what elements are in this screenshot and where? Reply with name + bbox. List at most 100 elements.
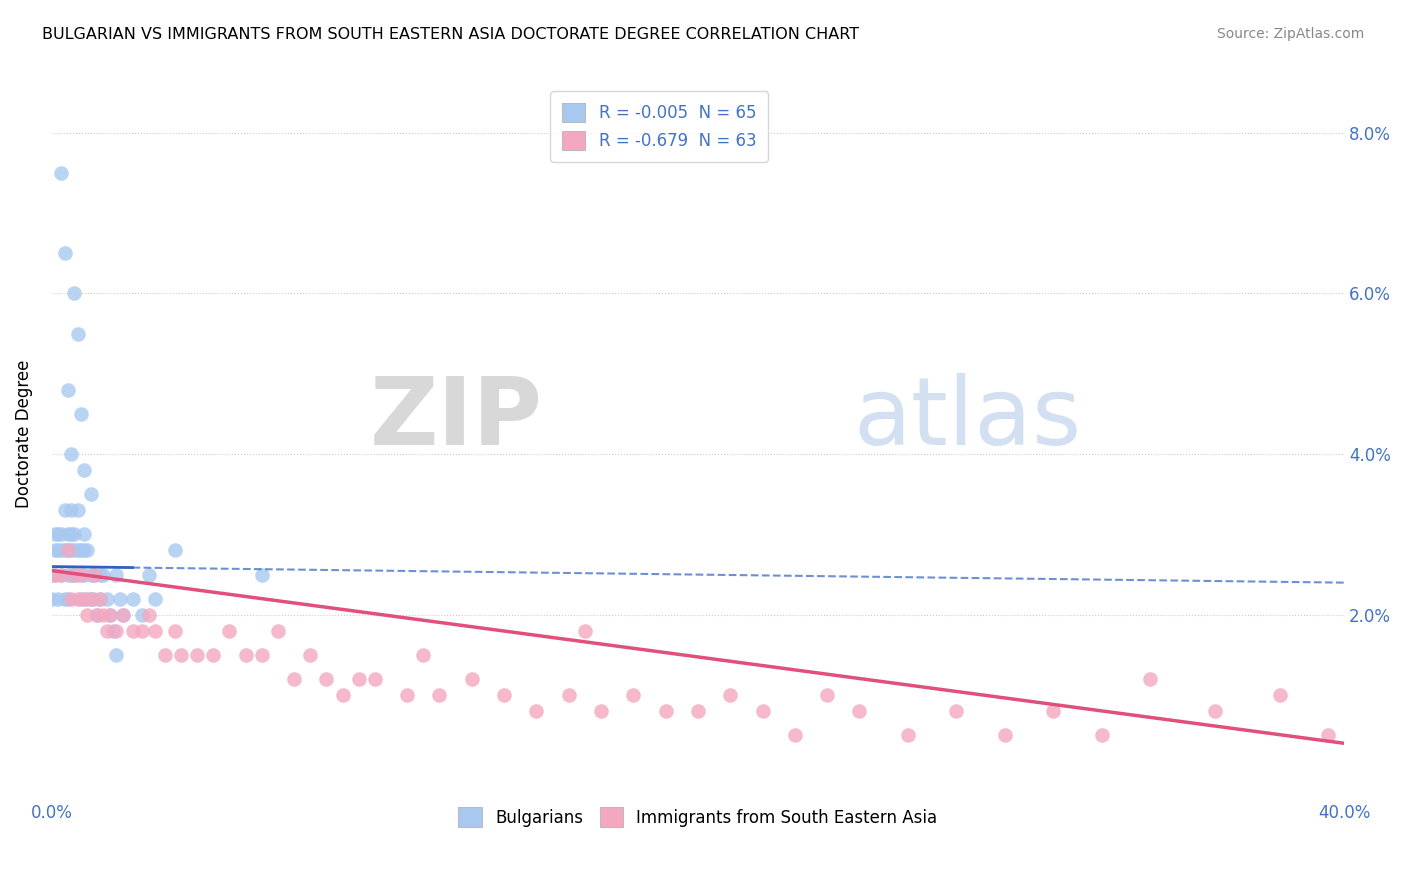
Point	[44, 543, 66, 558]
Point	[51, 543, 73, 558]
Point	[101, 624, 124, 638]
Point	[51, 567, 73, 582]
Point	[143, 624, 166, 638]
Point	[1091, 728, 1114, 742]
Point	[143, 591, 166, 606]
Point	[250, 567, 273, 582]
Point	[44, 567, 66, 582]
Point	[63, 527, 86, 541]
Point	[63, 543, 86, 558]
Point	[170, 648, 193, 662]
Point	[79, 591, 101, 606]
Point	[56, 543, 79, 558]
Point	[163, 624, 186, 638]
Point	[347, 672, 370, 686]
Text: Source: ZipAtlas.com: Source: ZipAtlas.com	[1216, 27, 1364, 41]
Point	[111, 607, 134, 622]
Point	[93, 567, 115, 582]
Point	[332, 688, 354, 702]
Point	[396, 688, 419, 702]
Point	[51, 166, 73, 180]
Point	[364, 672, 387, 686]
Point	[63, 567, 86, 582]
Point	[153, 648, 176, 662]
Point	[66, 567, 89, 582]
Point	[98, 607, 121, 622]
Point	[53, 503, 76, 517]
Point	[53, 543, 76, 558]
Point	[63, 286, 86, 301]
Point	[267, 624, 290, 638]
Point	[283, 672, 305, 686]
Point	[994, 728, 1017, 742]
Point	[56, 543, 79, 558]
Point	[60, 527, 83, 541]
Legend: Bulgarians, Immigrants from South Eastern Asia: Bulgarians, Immigrants from South Easter…	[450, 799, 946, 835]
Point	[783, 728, 806, 742]
Point	[163, 543, 186, 558]
Point	[89, 591, 111, 606]
Point	[686, 704, 709, 718]
Point	[73, 567, 96, 582]
Point	[86, 607, 108, 622]
Point	[79, 487, 101, 501]
Point	[41, 567, 63, 582]
Point	[83, 567, 105, 582]
Point	[93, 607, 115, 622]
Point	[53, 246, 76, 260]
Point	[89, 567, 111, 582]
Point	[299, 648, 322, 662]
Point	[218, 624, 240, 638]
Point	[66, 503, 89, 517]
Point	[121, 624, 143, 638]
Point	[56, 591, 79, 606]
Point	[83, 567, 105, 582]
Point	[105, 567, 128, 582]
Point	[73, 527, 96, 541]
Point	[96, 624, 118, 638]
Point	[46, 543, 69, 558]
Point	[250, 648, 273, 662]
Point	[121, 591, 143, 606]
Point	[60, 447, 83, 461]
Point	[53, 591, 76, 606]
Point	[235, 648, 257, 662]
Point	[1042, 704, 1064, 718]
Point	[589, 704, 612, 718]
Point	[654, 704, 676, 718]
Text: atlas: atlas	[853, 374, 1081, 466]
Point	[86, 607, 108, 622]
Point	[46, 527, 69, 541]
Point	[815, 688, 838, 702]
Point	[138, 567, 160, 582]
Point	[76, 607, 98, 622]
Y-axis label: Doctorate Degree: Doctorate Degree	[15, 359, 32, 508]
Point	[69, 591, 91, 606]
Point	[105, 648, 128, 662]
Point	[461, 672, 484, 686]
Point	[69, 543, 91, 558]
Point	[44, 567, 66, 582]
Point	[60, 543, 83, 558]
Point	[621, 688, 644, 702]
Point	[412, 648, 434, 662]
Point	[60, 591, 83, 606]
Point	[69, 567, 91, 582]
Point	[1139, 672, 1161, 686]
Point	[111, 607, 134, 622]
Point	[56, 567, 79, 582]
Point	[60, 503, 83, 517]
Point	[76, 543, 98, 558]
Point	[51, 567, 73, 582]
Point	[79, 591, 101, 606]
Point	[69, 407, 91, 421]
Point	[945, 704, 967, 718]
Point	[41, 591, 63, 606]
Point	[73, 543, 96, 558]
Point	[429, 688, 451, 702]
Point	[138, 607, 160, 622]
Point	[202, 648, 225, 662]
Point	[574, 624, 596, 638]
Text: BULGARIAN VS IMMIGRANTS FROM SOUTH EASTERN ASIA DOCTORATE DEGREE CORRELATION CHA: BULGARIAN VS IMMIGRANTS FROM SOUTH EASTE…	[42, 27, 859, 42]
Point	[96, 591, 118, 606]
